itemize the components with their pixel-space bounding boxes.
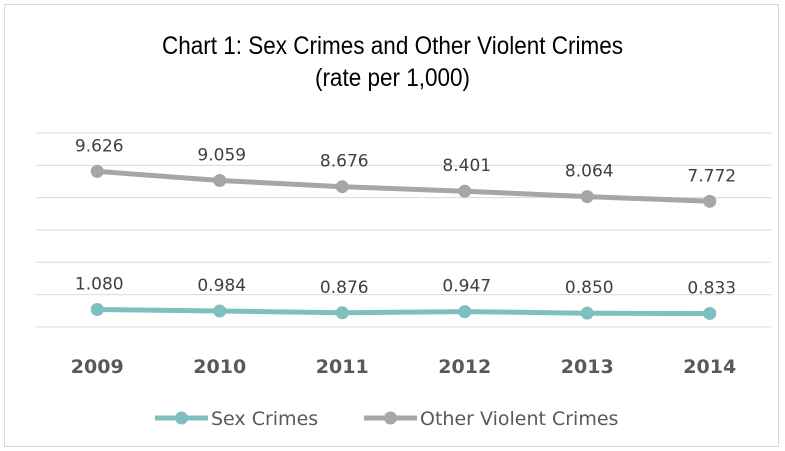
data-label-sex-crimes-2013: 0.850 (565, 278, 614, 298)
point-sex-crimes-2012 (458, 305, 472, 319)
point-sex-crimes-2010 (213, 304, 227, 318)
data-label-other-violent-crimes-2014: 7.772 (687, 166, 736, 186)
point-sex-crimes-2013 (580, 306, 594, 320)
legend-label-other-violent-crimes: Other Violent Crimes (420, 408, 618, 430)
point-sex-crimes-2014 (703, 306, 717, 320)
data-label-other-violent-crimes-2011: 8.676 (320, 152, 369, 172)
data-label-sex-crimes-2014: 0.833 (687, 278, 736, 298)
data-label-other-violent-crimes-2010: 9.059 (197, 146, 246, 166)
point-sex-crimes-2009 (90, 302, 104, 316)
series-line-sex-crimes (97, 307, 710, 316)
point-other-violent-crimes-2011 (335, 180, 349, 194)
legend: Sex Crimes Other Violent Crimes (155, 408, 618, 430)
data-label-sex-crimes-2012: 0.947 (442, 277, 491, 297)
x-axis-ticks: 2009 2010 2011 2012 2013 2014 (71, 356, 736, 378)
chart-title-line2: (rate per 1,000) (314, 64, 471, 92)
point-other-violent-crimes-2013 (580, 190, 594, 204)
point-other-violent-crimes-2010 (213, 174, 227, 188)
series-lines (97, 168, 710, 316)
data-points (90, 164, 717, 320)
x-tick-label-2009: 2009 (71, 356, 124, 378)
chart-title-line1: Chart 1: Sex Crimes and Other Violent Cr… (161, 32, 623, 60)
x-tick-label-2014: 2014 (683, 356, 736, 378)
chart-title: Chart 1: Sex Crimes and Other Violent Cr… (39, 30, 746, 94)
point-other-violent-crimes-2009 (90, 164, 104, 178)
data-label-other-violent-crimes-2012: 8.401 (442, 156, 491, 176)
x-tick-label-2010: 2010 (193, 356, 246, 378)
point-sex-crimes-2011 (335, 306, 349, 320)
data-label-sex-crimes-2010: 0.984 (197, 276, 246, 296)
data-label-other-violent-crimes-2009: 9.626 (75, 136, 124, 156)
legend-swatch-marker-sex-crimes (175, 411, 188, 425)
data-label-sex-crimes-2009: 1.080 (75, 274, 124, 294)
data-label-sex-crimes-2011: 0.876 (320, 278, 369, 298)
x-tick-label-2012: 2012 (438, 356, 491, 378)
x-tick-label-2013: 2013 (561, 356, 614, 378)
point-other-violent-crimes-2014 (703, 194, 717, 208)
data-labels: 1.080 0.984 0.876 0.947 0.850 0.833 9.626 9.059… (75, 136, 736, 298)
series-line-other-violent-crimes (97, 168, 710, 204)
point-other-violent-crimes-2012 (458, 184, 472, 198)
legend-label-sex-crimes: Sex Crimes (211, 408, 318, 430)
chart-frame (4, 4, 779, 447)
gridlines (36, 132, 771, 328)
legend-swatch-marker-other-violent-crimes (384, 411, 397, 425)
data-label-other-violent-crimes-2013: 8.064 (565, 162, 614, 182)
x-tick-label-2011: 2011 (316, 356, 369, 378)
